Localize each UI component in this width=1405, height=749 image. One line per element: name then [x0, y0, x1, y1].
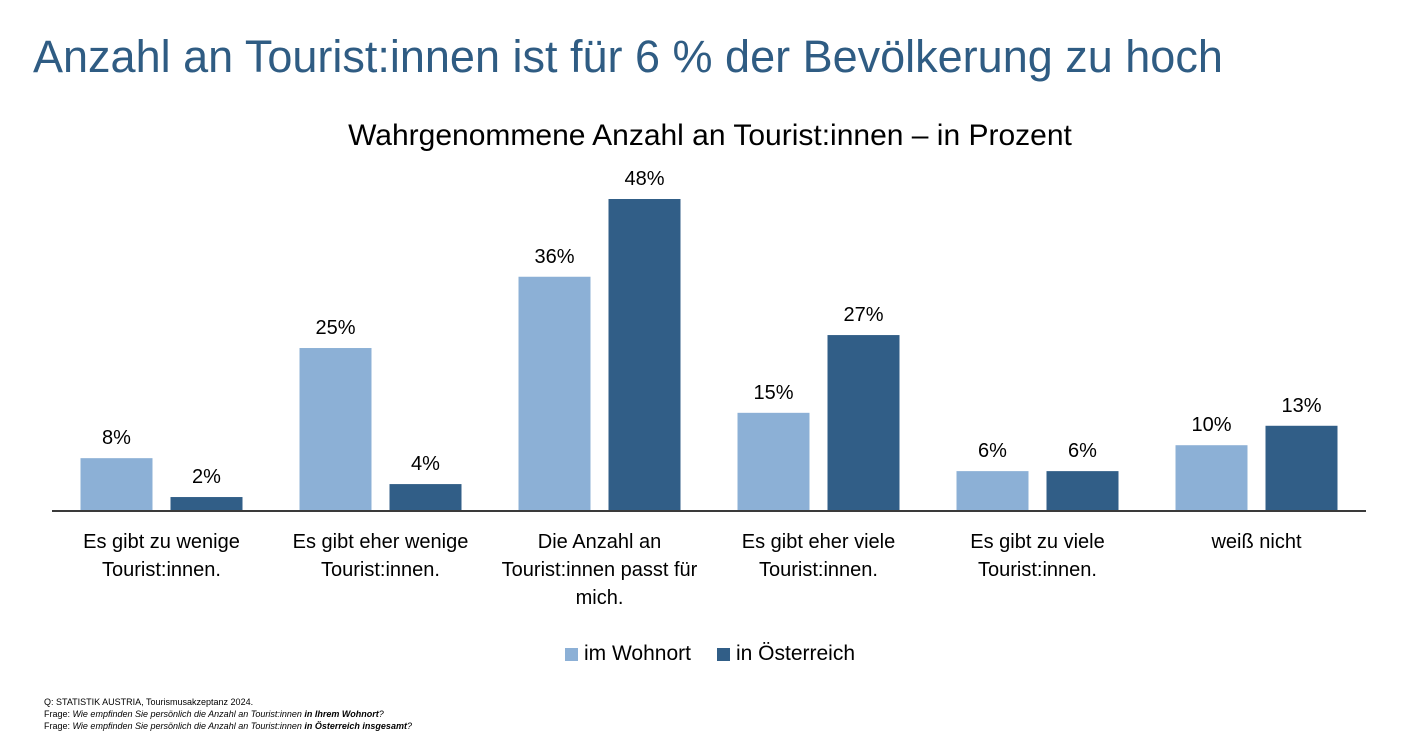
bar-in-sterreich-5: [1046, 471, 1119, 510]
legend-item-oesterreich: in Österreich: [716, 640, 856, 668]
category-label-4: Es gibt eher viele Tourist:innen.: [741, 531, 896, 581]
value-label-im-wohnort-6: 10%: [1191, 414, 1231, 436]
category-label-2: Es gibt eher wenige Tourist:innen.: [292, 531, 469, 581]
footnotes: Q: STATISTIK AUSTRIA, Tourismusakzeptanz…: [44, 696, 412, 732]
legend: im Wohnort in Österreich: [0, 640, 1405, 668]
bar-im-wohnort-5: [956, 471, 1029, 510]
category-label-1: Es gibt zu wenige Tourist:innen.: [83, 531, 240, 581]
value-label-im-wohnort-4: 15%: [753, 382, 793, 404]
bar-in-sterreich-4: [827, 335, 900, 510]
legend-label-wohnort: im Wohnort: [583, 642, 691, 665]
slide-title: Anzahl an Tourist:innen ist für 6 % der …: [33, 31, 1223, 82]
legend-item-wohnort: im Wohnort: [564, 640, 691, 668]
value-labels-layer: 8% 2% 25% 4% 36% 48% 15% 27% 6% 6% 10% 13%: [102, 168, 1322, 488]
footnote-q2-text: Wie empfinden Sie persönlich die Anzahl …: [72, 721, 305, 731]
legend-swatch-wohnort: [564, 647, 578, 661]
footnote-q1-text: Wie empfinden Sie persönlich die Anzahl …: [72, 709, 305, 719]
bar-in-sterreich-2: [389, 484, 462, 510]
bar-im-wohnort-1: [80, 458, 153, 510]
bars-layer: [80, 199, 1338, 510]
value-label-im-wohnort-2: 25%: [315, 317, 355, 339]
footnote-q2-bold: in Österreich insgesamt: [304, 721, 407, 731]
bar-im-wohnort-6: [1175, 445, 1248, 510]
category-label-5: Es gibt zu viele Tourist:innen.: [970, 531, 1105, 581]
legend-swatch-oesterreich: [716, 647, 730, 661]
bar-in-sterreich-3: [608, 199, 681, 510]
footnote-q2-prefix: Frage:: [44, 721, 73, 731]
value-label-in-sterreich-5: 6%: [1068, 440, 1097, 462]
footnote-q1-end: ?: [378, 709, 384, 719]
footnote-q1-prefix: Frage:: [44, 709, 73, 719]
value-label-im-wohnort-5: 6%: [978, 440, 1007, 462]
bar-in-sterreich-6: [1265, 425, 1338, 510]
legend-label-oesterreich: in Österreich: [735, 642, 856, 665]
value-label-in-sterreich-3: 48%: [624, 168, 664, 190]
value-label-in-sterreich-4: 27%: [843, 304, 883, 326]
category-label-3: Die Anzahl an Tourist:innen passt für mi…: [501, 531, 698, 609]
footnote-q1-bold: in Ihrem Wohnort: [304, 709, 379, 719]
value-label-im-wohnort-3: 36%: [534, 246, 574, 268]
footnote-question-2: Frage: Wie empfinden Sie persönlich die …: [44, 720, 412, 732]
chart-title: Wahrgenommene Anzahl an Tourist:innen – …: [348, 119, 1072, 152]
footnote-source: Q: STATISTIK AUSTRIA, Tourismusakzeptanz…: [44, 697, 254, 707]
value-label-in-sterreich-6: 13%: [1281, 395, 1321, 417]
value-label-in-sterreich-2: 4%: [411, 453, 440, 475]
footnote-q2-end: ?: [406, 721, 412, 731]
bar-in-sterreich-1: [170, 497, 243, 510]
footnote-question-1: Frage: Wie empfinden Sie persönlich die …: [44, 708, 412, 720]
value-label-in-sterreich-1: 2%: [192, 466, 221, 488]
bar-im-wohnort-2: [299, 348, 372, 510]
bar-im-wohnort-4: [737, 412, 810, 510]
bar-im-wohnort-3: [518, 276, 591, 510]
category-label-6: weiß nicht: [1211, 531, 1302, 553]
value-label-im-wohnort-1: 8%: [102, 427, 131, 449]
